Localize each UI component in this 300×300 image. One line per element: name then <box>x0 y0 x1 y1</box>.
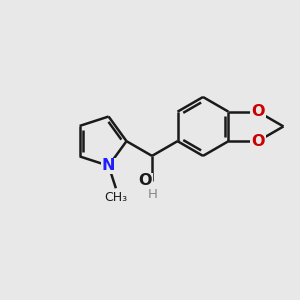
Text: O: O <box>139 173 152 188</box>
Text: O: O <box>251 104 265 119</box>
Text: N: N <box>102 158 115 173</box>
Text: O: O <box>251 134 265 149</box>
Text: CH₃: CH₃ <box>104 191 128 204</box>
Text: H: H <box>148 188 158 201</box>
